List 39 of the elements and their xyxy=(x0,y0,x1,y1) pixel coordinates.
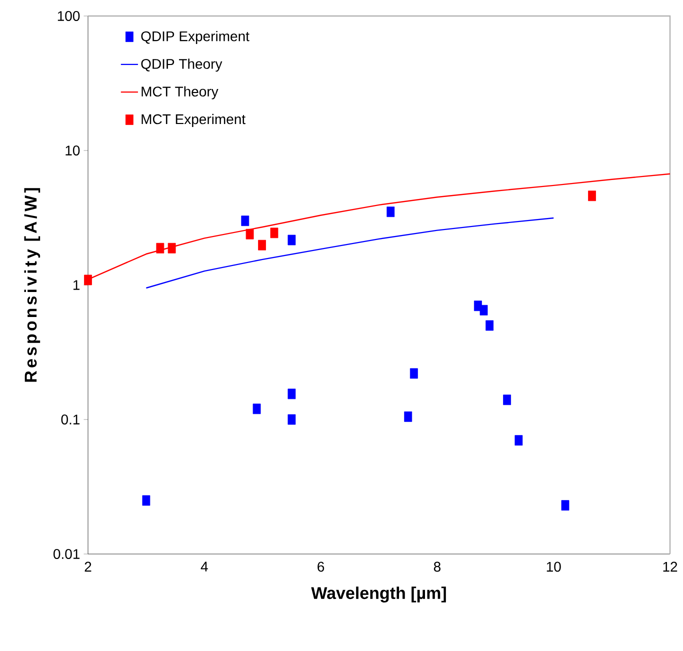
y-tick-label: 1 xyxy=(73,280,80,290)
point xyxy=(503,394,511,406)
point xyxy=(386,206,395,218)
x-tick-label: 10 xyxy=(546,562,561,572)
point xyxy=(84,274,92,286)
y-tick-label: 10 xyxy=(66,146,80,156)
point xyxy=(588,190,596,202)
y-axis-title: Responsivity [A/W] xyxy=(24,188,40,382)
point xyxy=(258,240,266,250)
x-tick-label: 6 xyxy=(318,562,324,572)
point xyxy=(288,234,296,246)
point xyxy=(288,414,296,425)
point xyxy=(270,228,278,238)
x-tick-label: 12 xyxy=(663,562,678,572)
x-tick-label: 8 xyxy=(434,562,440,572)
y-tick-label: 0.01 xyxy=(54,549,80,559)
point xyxy=(514,435,523,446)
point xyxy=(410,368,418,379)
legend-label: QDIP Experiment xyxy=(141,30,250,44)
legend-label: MCT Experiment xyxy=(142,114,246,127)
y-tick-label: 100 xyxy=(58,11,80,21)
point xyxy=(480,304,488,316)
point xyxy=(486,320,494,331)
point xyxy=(156,242,164,254)
point xyxy=(168,242,176,254)
legend-label: QDIP Theory xyxy=(141,58,222,72)
line-series xyxy=(146,217,554,289)
x-tick-label: 2 xyxy=(84,562,92,572)
point xyxy=(241,216,250,226)
point xyxy=(246,228,254,240)
point xyxy=(404,411,412,422)
x-tick-label: 4 xyxy=(200,562,208,572)
point xyxy=(252,404,261,414)
y-tick-label: 0.1 xyxy=(61,414,80,424)
x-axis-title: Wavelength [µm] xyxy=(311,586,446,603)
point xyxy=(561,500,570,511)
point xyxy=(288,388,296,400)
point xyxy=(142,495,150,506)
legend-label: MCT Theory xyxy=(142,86,218,100)
